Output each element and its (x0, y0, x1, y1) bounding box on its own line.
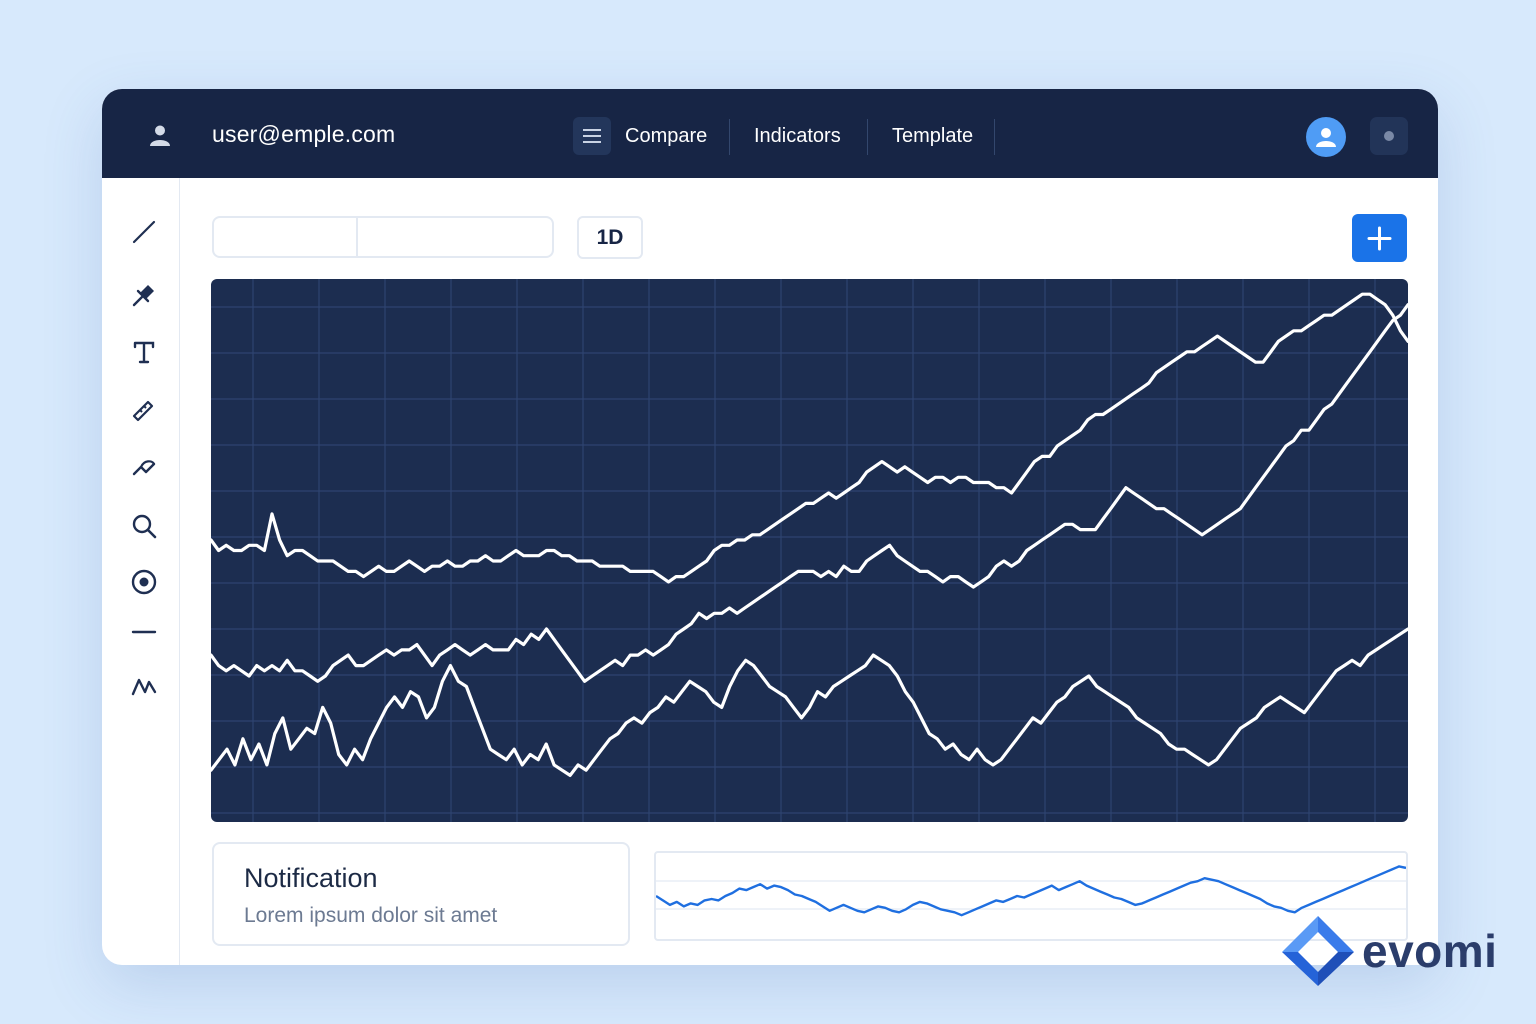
text-tool-icon[interactable] (130, 338, 158, 366)
target-tool-icon[interactable] (130, 568, 158, 596)
nav-template[interactable]: Template (892, 125, 974, 147)
mini-chart-svg (656, 865, 1406, 917)
drawing-toolbar (102, 178, 180, 965)
ruler-tool-icon[interactable] (130, 396, 158, 424)
wave-tool-icon[interactable] (130, 672, 158, 700)
notification-title: Notification (244, 863, 378, 893)
user-icon (150, 125, 170, 146)
mini-series-line-1 (656, 865, 1406, 917)
avatar-icon (1316, 128, 1336, 147)
dot-icon (1384, 131, 1394, 141)
exchange-input[interactable] (358, 218, 552, 256)
evomi-logo-icon (1282, 916, 1354, 986)
timeframe-button[interactable]: 1D (577, 216, 643, 259)
brand-watermark: evomi (1280, 914, 1510, 988)
user-email[interactable]: user@emple.com (212, 121, 396, 147)
line-tool-icon[interactable] (130, 218, 158, 246)
nav-indicators[interactable]: Indicators (754, 125, 841, 147)
zoom-tool-icon[interactable] (130, 512, 158, 540)
nav-divider (867, 119, 868, 155)
symbol-input[interactable] (214, 218, 356, 256)
settings-button[interactable] (1370, 117, 1408, 155)
top-bar: user@emple.com Compare Indicators Templa… (102, 89, 1438, 178)
mini-chart[interactable] (654, 851, 1408, 941)
notification-body: Lorem ipsum dolor sit amet (244, 904, 498, 927)
app-window: user@emple.com Compare Indicators Templa… (102, 89, 1438, 965)
menu-icon (583, 129, 601, 143)
nav-divider (994, 119, 995, 155)
notification-card[interactable]: Notification Lorem ipsum dolor sit amet (212, 842, 630, 946)
symbol-selector (212, 216, 554, 258)
main-series-line-2 (211, 303, 1408, 683)
add-button[interactable] (1352, 214, 1407, 262)
path-tool-icon[interactable] (130, 454, 158, 482)
plus-icon (1367, 226, 1392, 251)
nav-divider (729, 119, 730, 155)
pin-tool-icon[interactable] (130, 281, 158, 309)
nav-compare[interactable]: Compare (625, 125, 708, 147)
main-chart[interactable] (211, 279, 1408, 822)
menu-button[interactable] (573, 117, 611, 155)
main-series-line-1 (211, 292, 1408, 584)
main-chart-svg (211, 279, 1408, 822)
horizontal-line-tool-icon[interactable] (130, 618, 158, 646)
avatar[interactable] (1306, 117, 1346, 157)
main-series-line-3 (211, 627, 1408, 777)
brand-name: evomi (1362, 925, 1498, 977)
segment-divider (356, 218, 358, 256)
